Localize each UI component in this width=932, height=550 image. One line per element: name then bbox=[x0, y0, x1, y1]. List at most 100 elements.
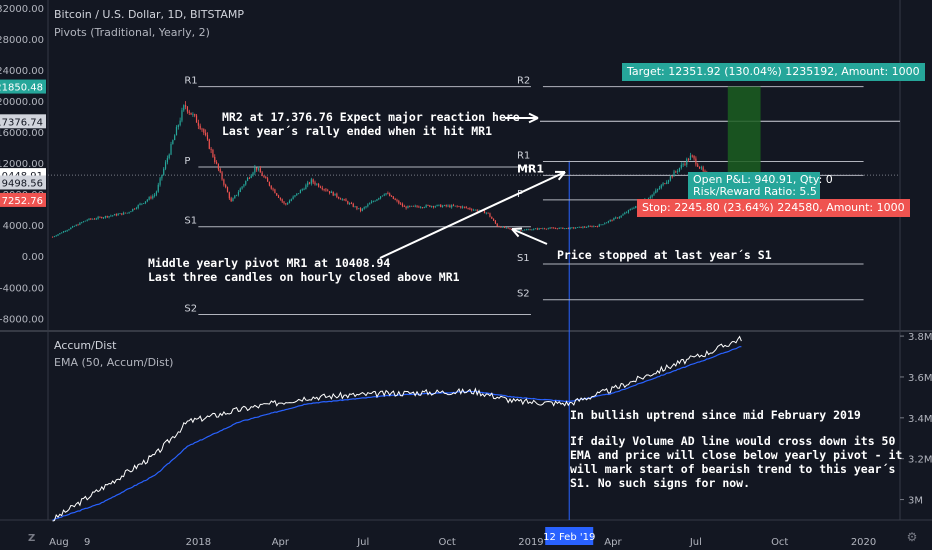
candle-body bbox=[327, 190, 329, 192]
candle-body bbox=[265, 177, 267, 179]
candle-body bbox=[691, 155, 693, 157]
candle-body bbox=[531, 229, 533, 231]
ad-indicator-label[interactable]: Accum/Dist bbox=[54, 339, 117, 352]
candle-body bbox=[454, 205, 456, 207]
trend-line1: In bullish uptrend since mid February 20… bbox=[570, 408, 861, 422]
candle-body bbox=[626, 212, 628, 214]
candle-body bbox=[205, 132, 207, 136]
price-tick-label: -4000.00 bbox=[0, 283, 44, 294]
candle-body bbox=[529, 229, 531, 231]
candle-body bbox=[137, 204, 139, 208]
candle-body bbox=[359, 208, 362, 211]
candle-body bbox=[92, 218, 94, 220]
candle-body bbox=[491, 216, 493, 219]
candle-body bbox=[334, 193, 336, 196]
candle-body bbox=[527, 229, 529, 231]
candle-body bbox=[458, 206, 460, 208]
candle-body bbox=[390, 196, 393, 197]
candle-body bbox=[387, 193, 389, 195]
pivot-2019-label: S1 bbox=[517, 253, 530, 264]
price-tick-label: 16000.00 bbox=[0, 128, 44, 139]
candle-body bbox=[297, 193, 300, 195]
pnl-badge[interactable]: Open P&L: 940.91, Qty: 0 Risk/Reward Rat… bbox=[688, 172, 833, 200]
candle-body bbox=[59, 233, 61, 235]
candle-body bbox=[157, 184, 159, 192]
candle-body bbox=[602, 224, 604, 226]
candle-body bbox=[190, 112, 192, 115]
candle-body bbox=[409, 205, 411, 207]
price-tick-label: 12000.00 bbox=[0, 159, 44, 170]
candle-body bbox=[154, 194, 156, 196]
pivot-2018-label: R1 bbox=[184, 76, 197, 87]
candle-body bbox=[587, 226, 589, 228]
symbol-title[interactable]: Bitcoin / U.S. Dollar, 1D, BITSTAMP bbox=[54, 8, 244, 21]
trend-line2: If daily Volume AD line would cross down… bbox=[570, 434, 896, 448]
candle-body bbox=[350, 203, 353, 204]
candle-body bbox=[181, 110, 183, 121]
candle-body bbox=[682, 164, 684, 166]
candle-body bbox=[427, 205, 429, 206]
candle-body bbox=[669, 176, 671, 181]
highlight-date-box bbox=[545, 527, 594, 545]
time-tick-label: 2020 bbox=[851, 537, 876, 548]
candle-body bbox=[385, 193, 387, 195]
pivot-2019-label: R1 bbox=[517, 151, 530, 162]
candle-body bbox=[356, 206, 358, 209]
candle-body bbox=[686, 159, 688, 165]
candle-body bbox=[697, 164, 699, 167]
candle-body bbox=[135, 207, 137, 209]
candle-body bbox=[245, 180, 247, 185]
candle-body bbox=[117, 214, 119, 216]
candle-body bbox=[702, 167, 704, 171]
candle-body bbox=[471, 209, 473, 211]
candle-body bbox=[257, 168, 260, 170]
pnl-line1: Open P&L: 940.91, Qty: 0 bbox=[693, 173, 833, 186]
mid-line2: Last three candles on hourly closed abov… bbox=[148, 270, 460, 284]
candle-body bbox=[281, 199, 283, 202]
candle-body bbox=[184, 105, 187, 107]
highlight-date-label: 12 Feb '19 bbox=[543, 532, 595, 543]
stop-badge[interactable]: Stop: 2245.80 (23.64%) 224580, Amount: 1… bbox=[637, 199, 910, 217]
candle-body bbox=[51, 236, 54, 238]
trend-line5: S1. No such signs for now. bbox=[570, 476, 751, 490]
candle-body bbox=[263, 176, 265, 178]
candle-body bbox=[316, 183, 318, 185]
candle-body bbox=[675, 171, 677, 173]
candle-body bbox=[412, 205, 415, 207]
target-badge[interactable]: Target: 12351.92 (130.04%) 1235192, Amou… bbox=[622, 63, 925, 81]
candle-body bbox=[447, 205, 449, 207]
candle-body bbox=[319, 186, 322, 188]
candle-body bbox=[99, 216, 101, 218]
pivots-indicator-label[interactable]: Pivots (Traditional, Yearly, 2) bbox=[54, 26, 210, 39]
candle-body bbox=[95, 218, 97, 220]
candle-body bbox=[604, 223, 606, 225]
settings-gear-icon: ⚙ bbox=[907, 530, 918, 544]
candle-body bbox=[647, 198, 650, 200]
candle-body bbox=[217, 163, 219, 170]
candle-body bbox=[429, 205, 431, 207]
price-marker-box bbox=[0, 79, 46, 94]
candle-body bbox=[680, 164, 682, 168]
pivot-2019-label: R2 bbox=[517, 76, 530, 87]
candle-body bbox=[600, 224, 602, 226]
pivot-2019-label: MR1 bbox=[517, 162, 544, 175]
ad-tick-label: 3.2M bbox=[908, 455, 932, 466]
candle-body bbox=[124, 212, 127, 214]
candle-body bbox=[591, 226, 593, 227]
candle-body bbox=[704, 170, 706, 173]
candle-body bbox=[361, 208, 363, 211]
candle-body bbox=[210, 148, 212, 150]
candle-body bbox=[126, 212, 128, 214]
candle-body bbox=[139, 203, 141, 205]
target-zone bbox=[727, 86, 761, 176]
ema-indicator-label[interactable]: EMA (50, Accum/Dist) bbox=[54, 356, 174, 369]
ad-line bbox=[52, 335, 742, 522]
candle-body bbox=[314, 182, 316, 185]
candle-body bbox=[553, 227, 555, 229]
candle-body bbox=[378, 198, 380, 200]
candle-body bbox=[358, 208, 360, 210]
candle-body bbox=[228, 192, 230, 199]
candle-body bbox=[146, 199, 148, 202]
candle-body bbox=[398, 200, 400, 204]
